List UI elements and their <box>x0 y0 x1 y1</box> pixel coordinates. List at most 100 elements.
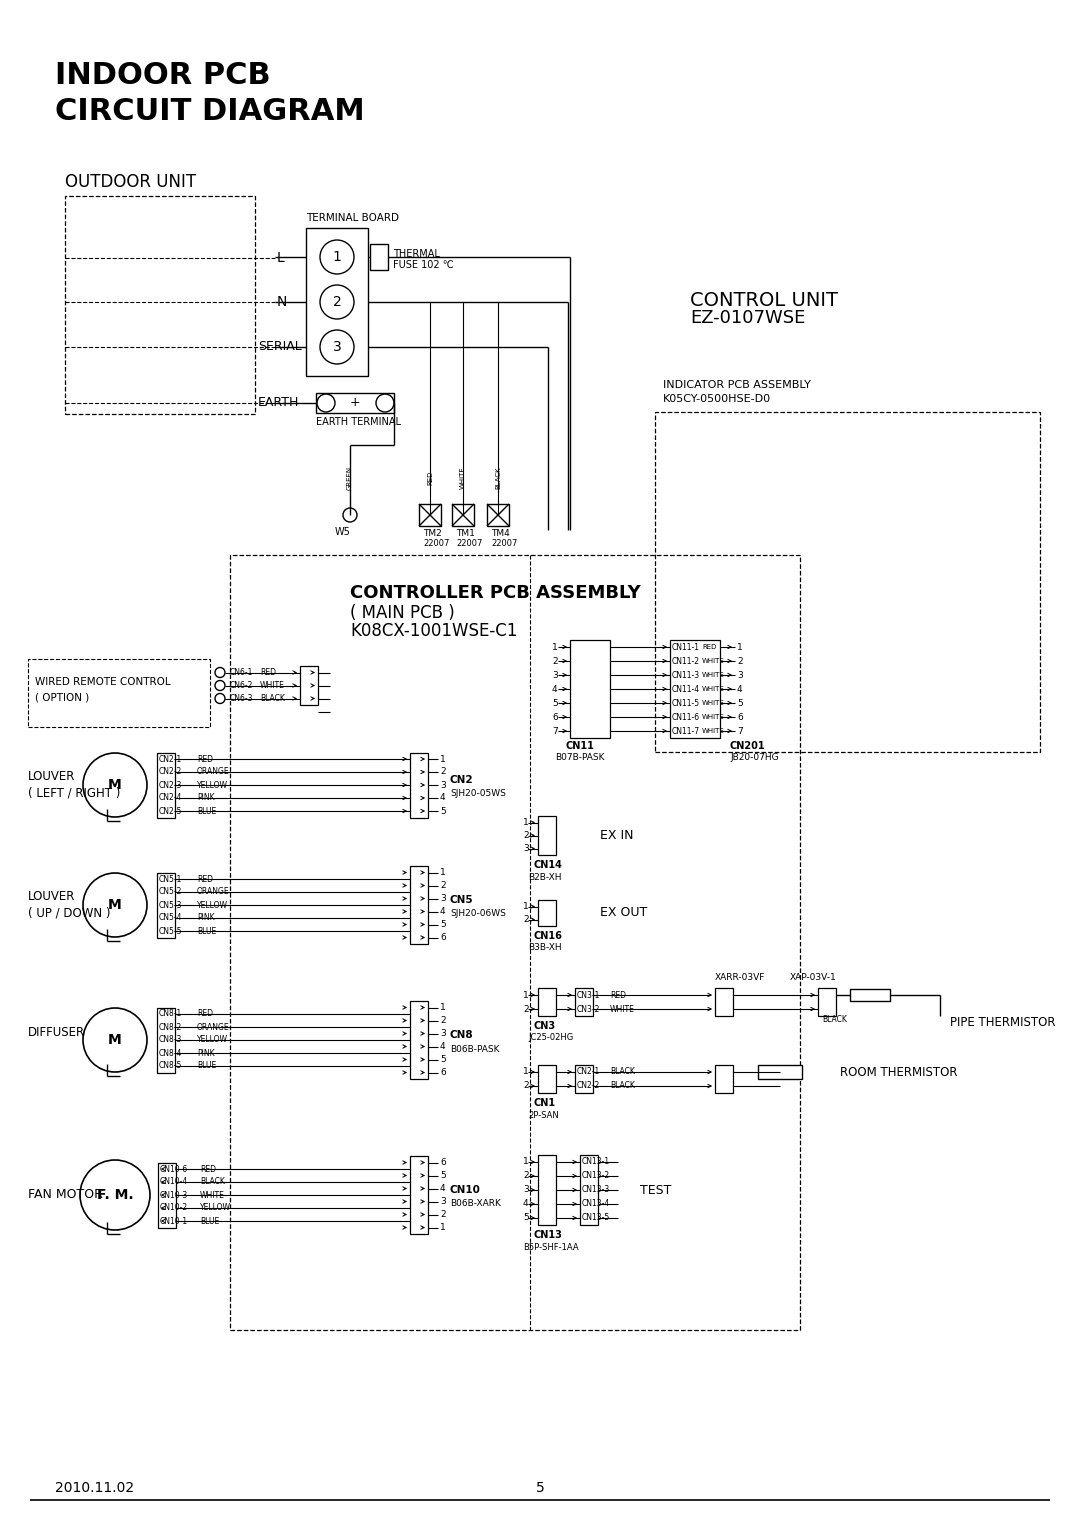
Text: 1: 1 <box>440 754 446 764</box>
Text: THERMAL: THERMAL <box>393 249 440 260</box>
Text: 1: 1 <box>552 643 557 652</box>
Text: SJH20-05WS: SJH20-05WS <box>450 789 505 799</box>
Bar <box>157 753 175 817</box>
Text: 3: 3 <box>552 670 557 680</box>
Text: 5: 5 <box>440 919 446 928</box>
Bar <box>850 989 890 1002</box>
Text: WHITE: WHITE <box>200 1191 225 1200</box>
Bar <box>370 244 388 270</box>
Text: N: N <box>276 295 287 308</box>
Text: 2: 2 <box>333 295 341 308</box>
Text: BLACK: BLACK <box>822 1014 847 1023</box>
Text: CN13: CN13 <box>534 1231 562 1240</box>
Bar <box>300 666 318 705</box>
Text: CN13-3: CN13-3 <box>582 1185 610 1194</box>
Text: TM1: TM1 <box>456 528 475 538</box>
Text: CN2-5: CN2-5 <box>159 806 183 815</box>
Text: WHITE: WHITE <box>610 1005 635 1014</box>
Text: 6: 6 <box>440 1157 446 1167</box>
Text: 6: 6 <box>440 933 446 942</box>
Text: 2: 2 <box>523 1005 528 1014</box>
Text: CONTROL UNIT: CONTROL UNIT <box>690 290 838 310</box>
Text: YELLOW: YELLOW <box>197 901 228 910</box>
Circle shape <box>215 667 225 678</box>
Bar <box>570 640 610 738</box>
Text: 4: 4 <box>552 684 557 693</box>
Circle shape <box>215 693 225 704</box>
Text: WHITE: WHITE <box>702 672 725 678</box>
Text: M: M <box>108 777 122 793</box>
Bar <box>157 1008 175 1072</box>
Text: 4: 4 <box>737 684 743 693</box>
Bar <box>538 1154 556 1225</box>
Text: 2: 2 <box>523 831 528 840</box>
Bar <box>65 195 255 414</box>
Text: PINK: PINK <box>197 913 215 922</box>
Text: 1: 1 <box>440 1003 446 1012</box>
Bar <box>410 866 428 944</box>
Text: 2: 2 <box>440 768 446 777</box>
Text: 5: 5 <box>523 1214 529 1223</box>
Text: ( OPTION ): ( OPTION ) <box>35 692 90 702</box>
Text: WHITE: WHITE <box>702 686 725 692</box>
Circle shape <box>320 240 354 273</box>
Text: CIRCUIT DIAGRAM: CIRCUIT DIAGRAM <box>55 98 365 127</box>
Text: CN10: CN10 <box>450 1185 481 1196</box>
Text: CN10-4: CN10-4 <box>160 1177 188 1186</box>
Text: 2: 2 <box>552 657 557 666</box>
Text: CN13-2: CN13-2 <box>582 1171 610 1180</box>
Text: CN2-2: CN2-2 <box>577 1081 600 1090</box>
Bar <box>575 1064 593 1093</box>
Text: CN10-2: CN10-2 <box>160 1203 188 1212</box>
Bar <box>410 1156 428 1234</box>
Text: 7: 7 <box>552 727 557 736</box>
Text: FAN MOTOR: FAN MOTOR <box>28 1188 103 1202</box>
Text: W5: W5 <box>335 527 351 538</box>
Text: B5P-SHF-1AA: B5P-SHF-1AA <box>523 1243 579 1252</box>
Text: RED: RED <box>197 754 213 764</box>
Text: 1: 1 <box>333 250 341 264</box>
Text: YELLOW: YELLOW <box>197 780 228 789</box>
Bar <box>715 1064 733 1093</box>
Text: TEST: TEST <box>640 1183 672 1197</box>
Text: 4: 4 <box>440 794 446 803</box>
Text: B2B-XH: B2B-XH <box>528 872 562 881</box>
Text: 2: 2 <box>523 1081 528 1090</box>
Text: 2: 2 <box>440 881 446 890</box>
Bar <box>157 872 175 938</box>
Text: 5: 5 <box>440 1055 446 1064</box>
Text: CN8-2: CN8-2 <box>159 1023 183 1032</box>
Text: L: L <box>276 250 285 266</box>
Text: 2: 2 <box>523 1171 528 1180</box>
Text: F. M.: F. M. <box>97 1188 133 1202</box>
Circle shape <box>83 873 147 938</box>
Bar <box>410 753 428 817</box>
Text: 5: 5 <box>440 1171 446 1180</box>
Text: BLUE: BLUE <box>197 806 216 815</box>
Text: CN3-1: CN3-1 <box>577 991 600 1000</box>
Text: WHITE: WHITE <box>702 699 725 705</box>
Text: WHITE: WHITE <box>260 681 285 690</box>
Text: CN13-1: CN13-1 <box>582 1157 610 1167</box>
Text: 3: 3 <box>440 1029 446 1038</box>
Text: B07B-PASK: B07B-PASK <box>555 753 605 762</box>
Text: RED: RED <box>427 470 433 486</box>
Text: CN2-1: CN2-1 <box>159 754 183 764</box>
Text: 1: 1 <box>523 902 529 912</box>
Text: YELLOW: YELLOW <box>197 1035 228 1044</box>
Text: 5: 5 <box>552 698 557 707</box>
Text: INDOOR PCB: INDOOR PCB <box>55 61 271 90</box>
Text: EARTH: EARTH <box>258 397 299 409</box>
Text: RED: RED <box>200 1165 216 1174</box>
Text: LOUVER: LOUVER <box>28 890 76 904</box>
Bar <box>715 988 733 1015</box>
Bar <box>453 504 474 525</box>
Text: CN13-4: CN13-4 <box>582 1200 610 1208</box>
Text: CN1: CN1 <box>534 1098 555 1109</box>
Circle shape <box>83 1008 147 1072</box>
Text: M: M <box>108 1032 122 1048</box>
Bar <box>538 899 556 925</box>
Text: EARTH TERMINAL: EARTH TERMINAL <box>316 417 401 428</box>
Text: B3B-XH: B3B-XH <box>528 944 562 953</box>
Text: TM4: TM4 <box>491 528 510 538</box>
